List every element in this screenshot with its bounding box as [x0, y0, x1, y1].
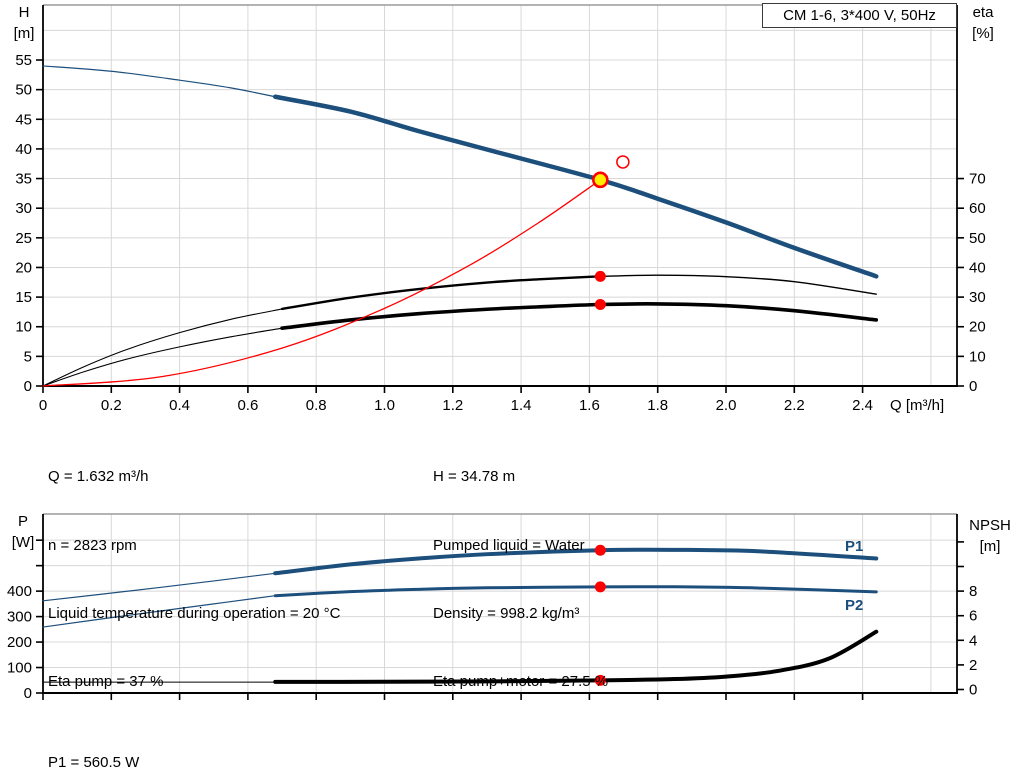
eta-pump-curve-thick — [280, 275, 602, 311]
left-axis-tick-label: 30 — [15, 200, 32, 217]
right-axis-tick-label: 30 — [969, 289, 986, 306]
eta-axis-unit: [%] — [972, 25, 994, 42]
h-axis-name: H — [18, 4, 30, 21]
left-axis-tick-label: 10 — [15, 319, 32, 336]
info-line-speed: n = 2823 rpm — [48, 536, 137, 554]
eta-total-duty-dot — [594, 299, 606, 311]
x-axis-tick-label: 1.4 — [511, 397, 532, 414]
eta-pump-duty-dot — [594, 270, 606, 282]
requested-duty-point — [616, 155, 630, 169]
x-axis-tick-label: 2.4 — [852, 397, 873, 414]
right-axis-tick-label: 6 — [969, 608, 977, 625]
left-axis-tick-label: 20 — [15, 259, 32, 276]
right-axis-tick-label: 70 — [969, 171, 986, 188]
right-axis-tick-label: 0 — [969, 682, 977, 699]
p-axis-title: P [W] — [2, 511, 44, 553]
p2-curve-label: P2 — [845, 597, 864, 614]
left-axis-tick-label: 300 — [7, 609, 32, 626]
x-axis-tick-label: 1.8 — [647, 397, 668, 414]
info-line-liquid: Pumped liquid = Water — [433, 536, 585, 554]
q-axis-title: Q [m³/h] — [890, 397, 945, 414]
x-axis-tick-label: 1.0 — [374, 397, 395, 414]
right-axis-tick-label: 10 — [969, 348, 986, 365]
x-axis-tick-label: 0 — [39, 397, 47, 414]
info-line-eta-pump: Eta pump = 37 % — [48, 672, 164, 690]
duty-info-left: Q = 1.632 m³/h n = 2823 rpm Liquid tempe… — [48, 421, 340, 739]
p1-curve-label: P1 — [845, 538, 864, 555]
p2-curve-thin — [42, 595, 276, 628]
right-axis-tick-label: 0 — [969, 378, 977, 395]
p-axis-name: P — [17, 513, 28, 530]
info-line-h: H = 34.78 m — [433, 468, 516, 486]
duty-point[interactable] — [592, 171, 609, 189]
left-axis-tick-label: 5 — [24, 348, 32, 365]
eta-total-curve-thick — [280, 302, 879, 331]
info-line-density: Density = 998.2 kg/m³ — [433, 604, 580, 622]
x-axis-tick-label: 2.0 — [716, 397, 737, 414]
curve-title: CM 1-6, 3*400 V, 50Hz — [783, 7, 936, 24]
npsh-duty-dot — [594, 674, 606, 686]
p-axis-unit: [W] — [11, 534, 35, 551]
p1-curve-thick — [273, 547, 879, 576]
curve-title-box: CM 1-6, 3*400 V, 50Hz — [762, 3, 957, 28]
x-axis-tick-label: 2.2 — [784, 397, 805, 414]
left-axis-tick-label: 35 — [15, 171, 32, 188]
left-axis-tick-label: 25 — [15, 230, 32, 247]
npsh-axis-title: NPSH [m] — [958, 515, 1022, 557]
npsh-axis-unit: [m] — [979, 538, 1001, 555]
p2-duty-dot — [594, 581, 606, 593]
npsh-axis-name: NPSH — [969, 517, 1011, 534]
duty-info-right: H = 34.78 m Pumped liquid = Water Densit… — [433, 421, 608, 739]
info-line-eta-total: Eta pump+motor = 27.5 % — [433, 672, 609, 690]
x-axis-tick-label: 1.2 — [442, 397, 463, 414]
npsh-curve-thick — [273, 629, 879, 684]
info-line-temperature: Liquid temperature during operation = 20… — [48, 604, 341, 622]
right-axis-tick-label: 4 — [969, 632, 977, 649]
left-axis-tick-label: 0 — [24, 378, 32, 395]
left-axis-tick-label: 55 — [15, 52, 32, 69]
left-axis-tick-label: 45 — [15, 111, 32, 128]
eta-pump-curve-tail — [599, 274, 877, 295]
eta-axis-title: eta [%] — [960, 2, 1006, 44]
eta-axis-name: eta — [972, 4, 994, 21]
left-axis-tick-label: 400 — [7, 583, 32, 600]
p1-duty-dot — [594, 544, 606, 556]
eta-pump-curve-thin — [42, 308, 283, 387]
left-axis-tick-label: 40 — [15, 141, 32, 158]
system-curve — [42, 179, 601, 387]
info-line-q: Q = 1.632 m³/h — [48, 468, 149, 486]
p2-curve-thick — [273, 585, 878, 598]
x-axis-tick-label: 0.6 — [237, 397, 258, 414]
left-axis-tick-label: 50 — [15, 82, 32, 99]
right-axis-tick-label: 20 — [969, 319, 986, 336]
left-axis-tick-label: 100 — [7, 660, 32, 677]
h-axis-unit: [m] — [13, 25, 35, 42]
right-axis-tick-label: 2 — [969, 657, 977, 674]
left-axis-tick-label: 0 — [24, 685, 32, 702]
x-axis-tick-label: 0.8 — [306, 397, 327, 414]
head-curve-thick — [272, 94, 879, 279]
left-axis-tick-label: 200 — [7, 634, 32, 651]
x-axis-tick-label: 0.4 — [169, 397, 190, 414]
right-axis-tick-label: 8 — [969, 583, 977, 600]
info-line-p1: P1 = 560.5 W — [48, 754, 140, 771]
eta-total-curve-thin — [42, 327, 283, 387]
x-axis-tick-label: 0.2 — [101, 397, 122, 414]
head-curve-thin — [42, 65, 276, 98]
x-axis-tick-label: 1.6 — [579, 397, 600, 414]
right-axis-tick-label: 40 — [969, 259, 986, 276]
right-axis-tick-label: 50 — [969, 230, 986, 247]
p1-curve-thin — [42, 572, 276, 602]
left-axis-tick-label: 15 — [15, 289, 32, 306]
h-axis-title: H [m] — [4, 2, 44, 44]
power-info: P1 = 560.5 W P2 = 416.6 W NPSH = 0.74 m — [48, 705, 153, 781]
right-axis-tick-label: 60 — [969, 200, 986, 217]
